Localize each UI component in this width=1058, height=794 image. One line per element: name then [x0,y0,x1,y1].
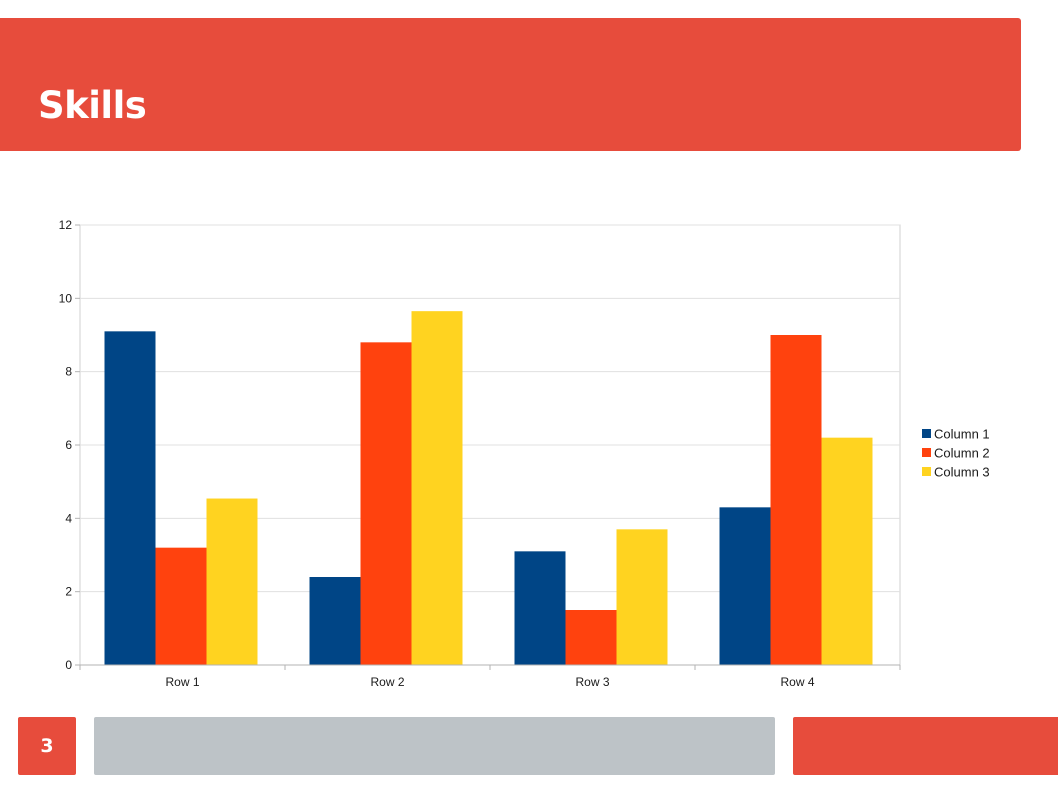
y-axis-ticks: 0 2 4 6 8 10 12 [59,218,73,672]
legend-swatch [922,467,931,476]
x-tick-label: Row 3 [575,675,609,689]
bar-column-2-row-1 [155,547,207,665]
x-tick-label: Row 4 [780,675,814,689]
y-tick-label: 0 [65,658,72,672]
chart-bars [104,311,873,665]
x-axis-ticks: Row 1 Row 2 Row 3 Row 4 [165,675,814,689]
legend-swatch [922,429,931,438]
bar-column-2-row-2 [360,342,412,665]
chart-axes [75,224,901,670]
legend-label: Column 1 [934,427,990,442]
bar-column-1-row-2 [309,577,361,665]
bar-column-2-row-3 [565,610,617,665]
legend-swatch [922,448,931,457]
x-tick-label: Row 1 [165,675,199,689]
bar-column-3-row-2 [411,311,463,665]
footer-bar-red [793,717,1058,775]
title-bar [0,18,1021,151]
page-number: 3 [40,735,54,757]
y-tick-label: 10 [59,291,73,305]
y-tick-label: 6 [65,438,72,452]
bar-column-3-row-1 [206,498,258,665]
y-tick-label: 2 [65,585,72,599]
x-tick-label: Row 2 [370,675,404,689]
chart-legend: Column 1 Column 2 Column 3 [922,427,990,480]
y-tick-label: 12 [59,218,73,232]
legend-label: Column 3 [934,465,990,480]
y-tick-label: 4 [65,511,72,525]
bar-column-3-row-3 [616,529,668,665]
footer-bar-gray [94,717,775,775]
slide-title: Skills [38,84,147,127]
bar-column-1-row-4 [719,507,771,665]
legend-label: Column 2 [934,446,990,461]
bar-column-1-row-3 [514,551,566,665]
bar-column-3-row-4 [821,437,873,665]
page-number-badge: 3 [18,717,76,775]
bar-column-1-row-1 [104,331,156,665]
y-tick-label: 8 [65,365,72,379]
bar-column-2-row-4 [770,335,822,665]
